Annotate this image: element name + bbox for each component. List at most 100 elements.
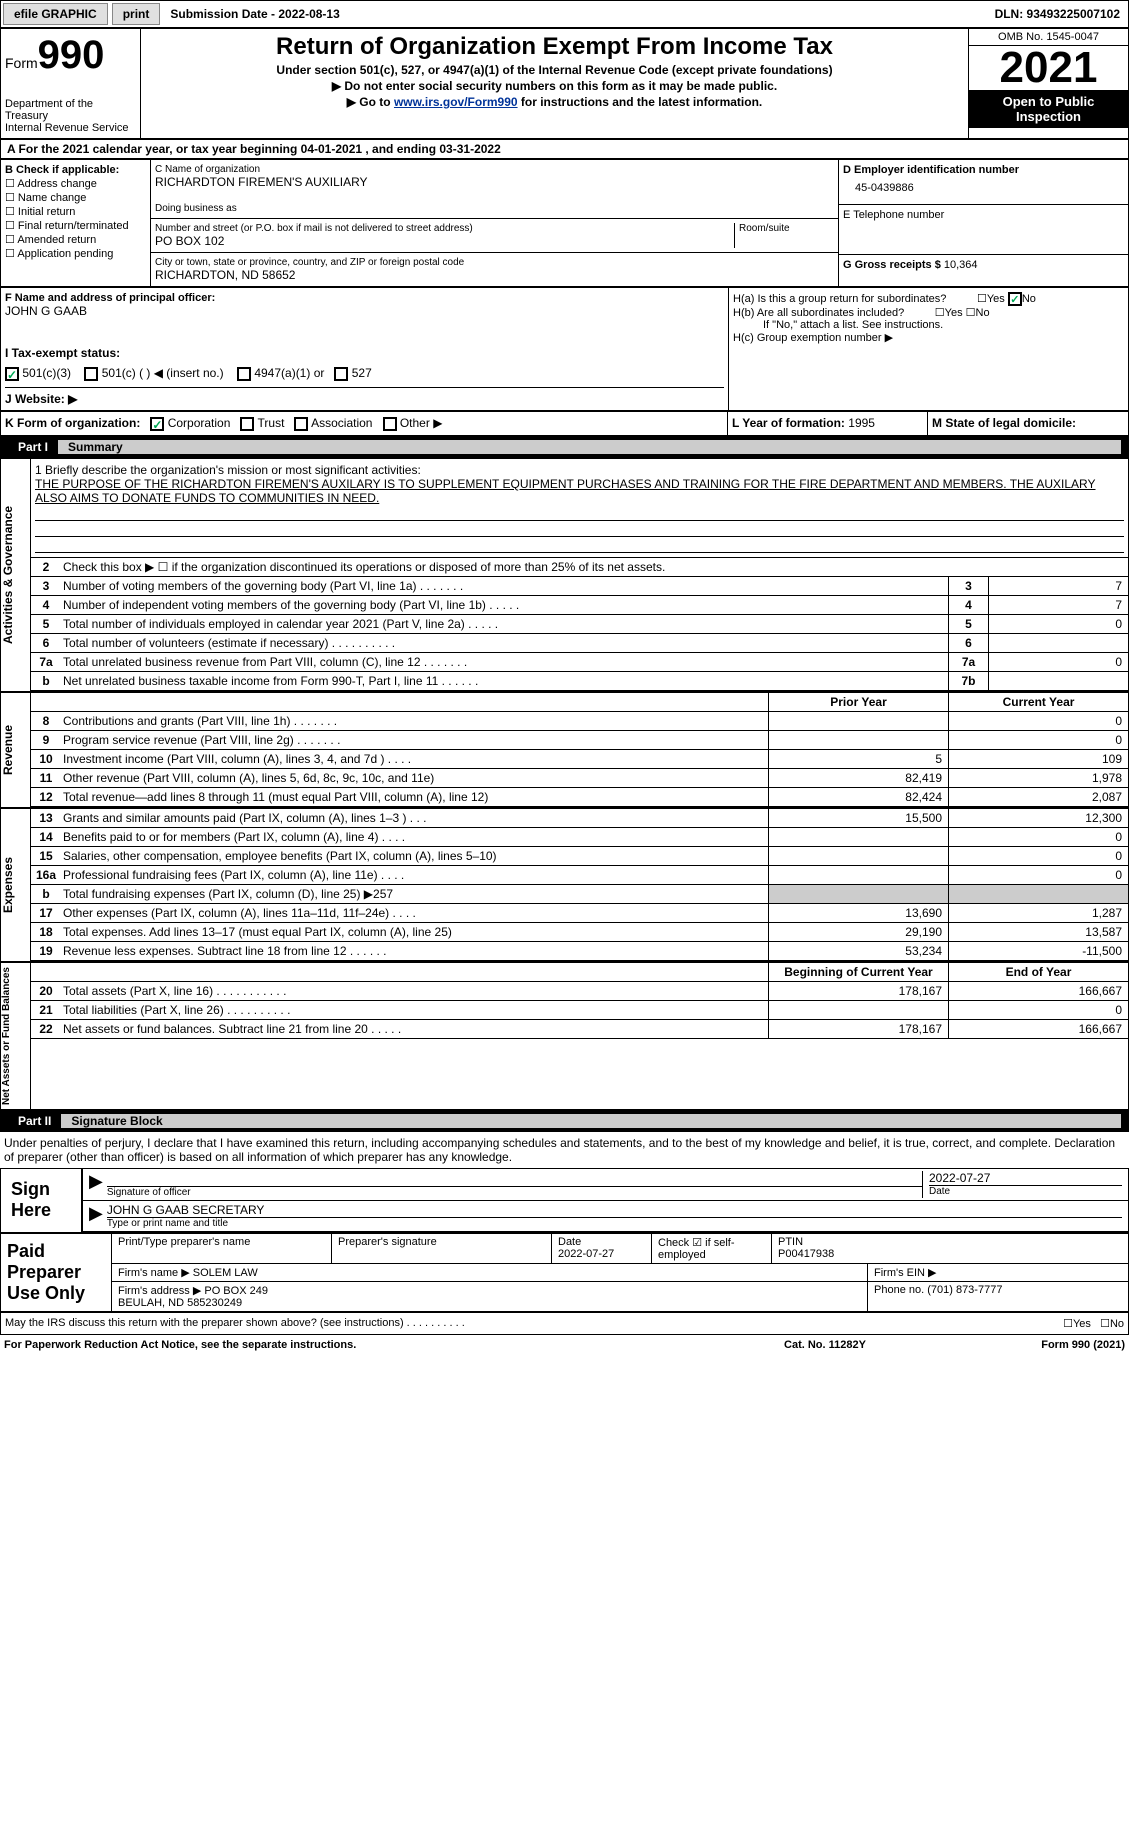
gov-row: 5Total number of individuals employed in… [31,615,1128,634]
public-inspection: Open to Public Inspection [969,90,1128,128]
prep-name-label: Print/Type preparer's name [112,1234,332,1263]
gov-row: 2Check this box ▶ ☐ if the organization … [31,558,1128,577]
mission-label: 1 Briefly describe the organization's mi… [35,463,1124,477]
dba-label: Doing business as [155,203,834,214]
officer-h-row: F Name and address of principal officer:… [0,287,1129,411]
gov-row: 7aTotal unrelated business revenue from … [31,653,1128,672]
summary-revenue: Revenue Prior Year Current Year 8Contrib… [0,692,1129,808]
opt-name[interactable]: ☐ Name change [5,191,146,204]
ein-value: 45-0439886 [843,176,1124,200]
mission-text: THE PURPOSE OF THE RICHARDTON FIREMEN'S … [35,477,1124,505]
sig-date-label: Date [929,1185,1122,1197]
city-value: RICHARDTON, ND 58652 [155,268,834,282]
opt-final[interactable]: ☐ Final return/terminated [5,219,146,232]
fin-row: 20Total assets (Part X, line 16) . . . .… [31,982,1128,1001]
row-a-period: A For the 2021 calendar year, or tax yea… [0,139,1129,159]
print-button[interactable]: print [112,3,161,25]
fin-row: 8Contributions and grants (Part VIII, li… [31,712,1128,731]
year-formation: 1995 [848,416,875,430]
c-label: C Name of organization [155,164,834,175]
part2-header: Part II Signature Block [0,1110,1129,1132]
part1-header: Part I Summary [0,436,1129,458]
check-corp[interactable] [150,417,164,431]
check-4947[interactable] [237,367,251,381]
g-value: 10,364 [944,259,978,271]
room-label: Room/suite [739,223,834,234]
gov-row: 6Total number of volunteers (estimate if… [31,634,1128,653]
fin-row: 22Net assets or fund balances. Subtract … [31,1020,1128,1039]
b-check-label: B Check if applicable: [5,164,146,176]
e-label: E Telephone number [843,209,1124,221]
opt-initial[interactable]: ☐ Initial return [5,205,146,218]
f-label: F Name and address of principal officer: [5,292,724,304]
tax-year: 2021 [969,46,1128,90]
summary-net: Net Assets or Fund Balances Beginning of… [0,962,1129,1110]
prep-ptin: PTIN P00417938 [772,1234,1128,1263]
current-year-header: Current Year [948,693,1128,711]
check-assoc[interactable] [294,417,308,431]
firm-phone: Phone no. (701) 873-7777 [868,1282,1128,1311]
form-title: Return of Organization Exempt From Incom… [145,33,964,61]
opt-amended[interactable]: ☐ Amended return [5,233,146,246]
firm-ein: Firm's EIN ▶ [868,1264,1128,1281]
prior-year-header: Prior Year [768,693,948,711]
subtitle-3: ▶ Go to www.irs.gov/Form990 for instruct… [145,95,964,109]
org-name: RICHARDTON FIREMEN'S AUXILIARY [155,175,834,189]
end-year-header: End of Year [948,963,1128,981]
fin-row: 12Total revenue—add lines 8 through 11 (… [31,788,1128,807]
fin-row: bTotal fundraising expenses (Part IX, co… [31,885,1128,904]
sig-officer-label: Signature of officer [107,1187,922,1198]
check-501c3[interactable] [5,367,19,381]
prep-sig-label: Preparer's signature [332,1234,552,1263]
gov-row: bNet unrelated business taxable income f… [31,672,1128,691]
opt-pending[interactable]: ☐ Application pending [5,247,146,260]
check-trust[interactable] [240,417,254,431]
opt-address[interactable]: ☐ Address change [5,177,146,190]
form-label: Form [5,55,38,71]
city-label: City or town, state or province, country… [155,257,834,268]
subtitle-2: ▶ Do not enter social security numbers o… [145,79,964,93]
top-toolbar: efile GRAPHIC print Submission Date - 20… [0,0,1129,28]
form-header: Form990 Department of the Treasury Inter… [0,28,1129,139]
fin-row: 11Other revenue (Part VIII, column (A), … [31,769,1128,788]
d-label: D Employer identification number [843,164,1124,176]
rev-spacer [31,693,768,711]
ha-no[interactable] [1008,292,1022,306]
fin-row: 13Grants and similar amounts paid (Part … [31,809,1128,828]
summary-expenses: Expenses 13Grants and similar amounts pa… [0,808,1129,962]
check-527[interactable] [334,367,348,381]
discuss-row: May the IRS discuss this return with the… [0,1312,1129,1335]
street-value: PO BOX 102 [155,234,734,248]
vtab-revenue: Revenue [1,693,31,807]
vtab-expenses: Expenses [1,809,31,961]
hb-row: H(b) Are all subordinates included? ☐Yes… [733,306,1124,319]
officer-name: JOHN G GAAB [5,304,724,318]
dln-label: DLN: 93493225007102 [987,4,1128,24]
sig-date: 2022-07-27 [929,1171,1122,1185]
footer-last: For Paperwork Reduction Act Notice, see … [0,1335,1129,1355]
fin-row: 17Other expenses (Part IX, column (A), l… [31,904,1128,923]
irs-link[interactable]: www.irs.gov/Form990 [394,95,518,109]
sig-name-label: Type or print name and title [107,1217,1122,1229]
check-501c[interactable] [84,367,98,381]
fin-row: 18Total expenses. Add lines 13–17 (must … [31,923,1128,942]
efile-button[interactable]: efile GRAPHIC [3,3,108,25]
sig-name: JOHN G GAAB SECRETARY [107,1203,1122,1217]
g-label: G Gross receipts $ [843,259,941,271]
subtitle-1: Under section 501(c), 527, or 4947(a)(1)… [145,63,964,77]
sign-here-label: Sign Here [1,1169,81,1232]
firm-name: Firm's name ▶ SOLEM LAW [112,1264,868,1281]
firm-address: Firm's address ▶ PO BOX 249 BEULAH, ND 5… [112,1282,868,1311]
hb-note: If "No," attach a list. See instructions… [733,319,1124,331]
form-number: 990 [38,33,105,77]
k-row: K Form of organization: Corporation Trus… [0,411,1129,436]
begin-year-header: Beginning of Current Year [768,963,948,981]
paid-label: Paid Preparer Use Only [1,1234,111,1311]
penalty-text: Under penalties of perjury, I declare th… [0,1132,1129,1168]
fin-row: 21Total liabilities (Part X, line 26) . … [31,1001,1128,1020]
fin-row: 15Salaries, other compensation, employee… [31,847,1128,866]
prep-date: Date 2022-07-27 [552,1234,652,1263]
check-other[interactable] [383,417,397,431]
j-website: J Website: ▶ [5,392,77,406]
paid-preparer: Paid Preparer Use Only Print/Type prepar… [0,1233,1129,1312]
